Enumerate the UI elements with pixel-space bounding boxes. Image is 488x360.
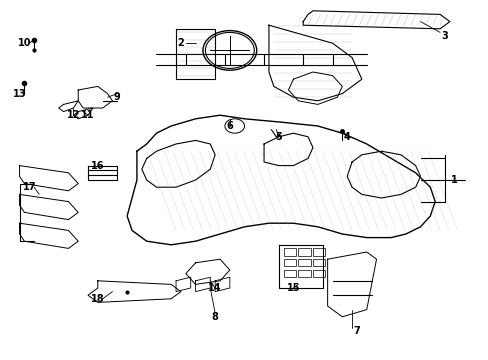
Bar bbox=[298, 270, 310, 277]
Bar bbox=[283, 248, 295, 256]
Text: 5: 5 bbox=[275, 132, 282, 142]
Bar bbox=[283, 270, 295, 277]
Bar bbox=[312, 248, 325, 256]
Text: 9: 9 bbox=[114, 92, 121, 102]
Bar bbox=[283, 259, 295, 266]
Text: 14: 14 bbox=[208, 283, 222, 293]
Text: 15: 15 bbox=[286, 283, 300, 293]
Text: 13: 13 bbox=[13, 89, 26, 99]
Bar bbox=[298, 259, 310, 266]
Bar bbox=[312, 259, 325, 266]
Text: 4: 4 bbox=[343, 132, 350, 142]
Text: 1: 1 bbox=[450, 175, 457, 185]
Text: 11: 11 bbox=[81, 110, 95, 120]
Text: 2: 2 bbox=[177, 38, 184, 48]
Text: 17: 17 bbox=[22, 182, 36, 192]
Text: 16: 16 bbox=[91, 161, 104, 171]
Bar bbox=[298, 248, 310, 256]
Bar bbox=[312, 270, 325, 277]
Text: 3: 3 bbox=[441, 31, 447, 41]
Text: 6: 6 bbox=[226, 121, 233, 131]
Text: 10: 10 bbox=[18, 38, 31, 48]
Text: 18: 18 bbox=[91, 294, 104, 304]
Text: 12: 12 bbox=[66, 110, 80, 120]
Text: 7: 7 bbox=[353, 326, 360, 336]
Text: 8: 8 bbox=[211, 312, 218, 322]
